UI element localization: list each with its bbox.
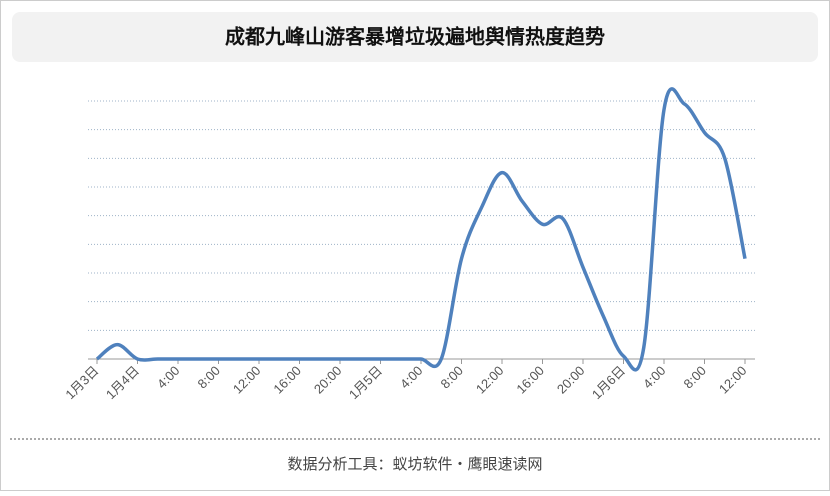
line-series: [95, 87, 747, 372]
footer: 数据分析工具：蚁坊软件・鹰眼速读网: [287, 456, 542, 473]
title-bar: [12, 12, 818, 62]
chart-title: 成都九峰山游客暴增垃圾遍地舆情热度趋势: [225, 24, 605, 48]
